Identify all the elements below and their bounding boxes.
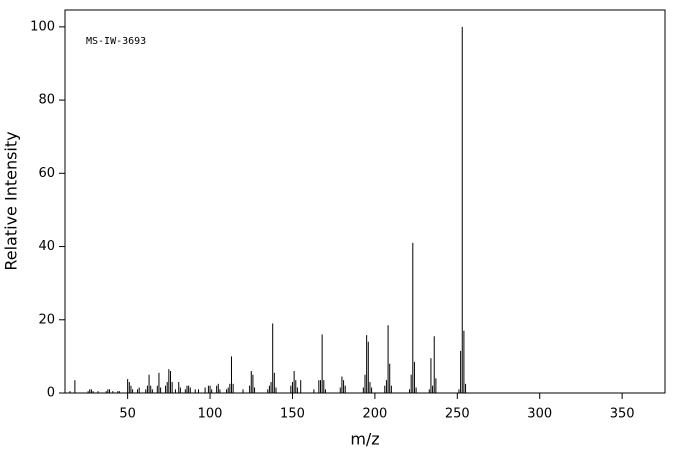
y-tick-label: 100: [30, 19, 55, 34]
x-axis-label: m/z: [350, 430, 379, 449]
annotation: MS-IW-3693: [86, 36, 146, 47]
y-tick-label: 40: [38, 239, 55, 254]
y-tick-label: 0: [47, 386, 55, 401]
plot-frame: [64, 9, 666, 394]
x-tick-label: 250: [445, 407, 470, 422]
x-tick-label: 300: [527, 407, 552, 422]
x-tick-label: 150: [280, 407, 305, 422]
y-tick-label: 60: [38, 166, 55, 181]
y-tick-label: 80: [38, 93, 55, 108]
x-tick-label: 200: [362, 407, 387, 422]
x-tick-label: 350: [610, 407, 635, 422]
x-tick-label: 100: [198, 407, 223, 422]
y-tick-label: 20: [38, 312, 55, 327]
y-axis-label: Relative Intensity: [2, 131, 21, 270]
x-tick-label: 50: [119, 407, 136, 422]
